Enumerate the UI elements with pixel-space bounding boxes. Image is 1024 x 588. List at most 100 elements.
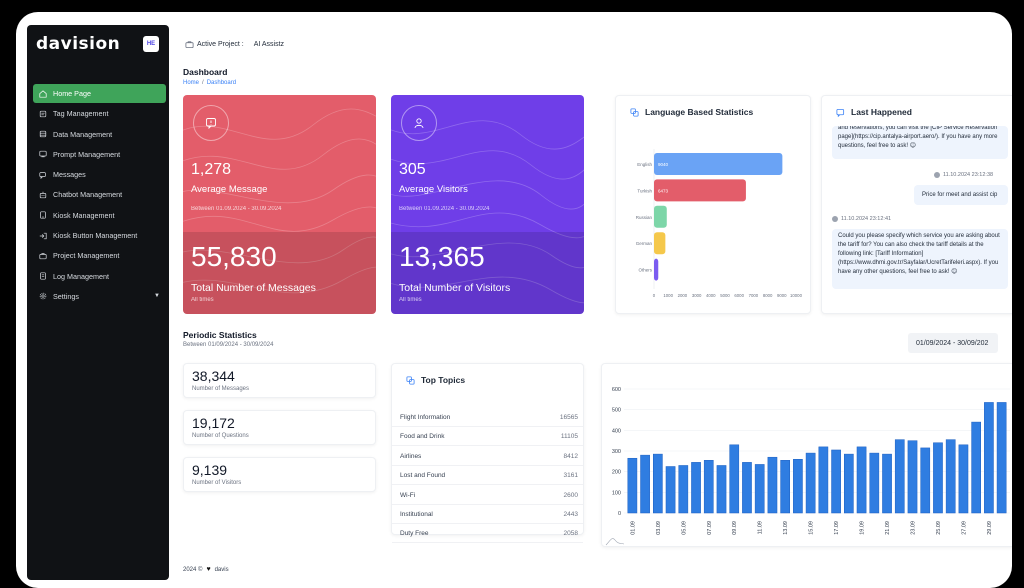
- divider: [392, 484, 583, 486]
- sidebar-item-label: Messages: [53, 170, 86, 180]
- x-tick-label: 8000: [763, 293, 773, 298]
- daily-bar: [780, 460, 791, 514]
- y-tick-label: 200: [612, 470, 621, 476]
- sidebar-item-settings[interactable]: Settings ▼: [33, 287, 166, 306]
- questions-count-value: 19,172: [192, 415, 235, 431]
- kiosk-icon: [40, 211, 46, 219]
- settings-icon: [39, 293, 47, 300]
- tag-icon: [39, 110, 47, 117]
- message-icon: [206, 118, 216, 129]
- daily-bar: [933, 442, 943, 514]
- home-icon: [39, 89, 47, 98]
- average-visitors-label: Average Visitors: [399, 184, 468, 195]
- topic-name: Food and Drink: [400, 433, 445, 441]
- sidebar-item-label: Settings: [53, 291, 79, 301]
- sidebar-item-tag-management[interactable]: Tag Management: [33, 104, 166, 123]
- active-project-label: Active Project :: [197, 40, 244, 48]
- user-icon: [414, 118, 424, 129]
- sidebar-item-prompt-management[interactable]: Prompt Management: [33, 145, 166, 164]
- daily-messages-panel: 0 100 200 300 400 500 600 01.09 03.09 05.09 07.09 0…: [601, 363, 1012, 547]
- daily-bar: [945, 439, 956, 514]
- x-tick-label: 6000: [734, 293, 744, 298]
- x-tick-label: 9000: [777, 293, 787, 298]
- daily-bar: [984, 402, 994, 514]
- messages-count-card: 38,344 Number of Messages: [183, 363, 376, 398]
- language-bar: [654, 205, 667, 228]
- sidebar-item-messages[interactable]: Messages: [33, 165, 166, 184]
- data-icon: [39, 130, 47, 138]
- sidebar-item-label: Tag Management: [53, 109, 109, 119]
- sidebar-item-label: Chatbot Management: [53, 190, 123, 200]
- sidebar-item-label: Kiosk Management: [53, 210, 115, 220]
- heart-icon: ♥: [206, 566, 211, 573]
- sidebar-item-project-management[interactable]: Project Management: [33, 246, 166, 265]
- messages-count-caption: Number of Messages: [192, 386, 250, 392]
- bar-data-label: 9040: [658, 162, 669, 167]
- user-message-time: 11.10.2024 23:12:38: [934, 172, 993, 178]
- x-tick-label: 4000: [706, 293, 716, 298]
- sidebar-item-label: Data Management: [53, 129, 113, 139]
- sidebar-item-chatbot-management[interactable]: Chatbot Management: [33, 185, 166, 204]
- topo-pattern: [183, 108, 376, 294]
- language-panel-title-text: Language Based Statistics: [645, 107, 754, 117]
- date-range-picker[interactable]: 01/09/2024 - 30/09/202: [908, 333, 998, 353]
- x-tick-label: 09.09: [732, 521, 738, 535]
- last-happened-title: Last Happened: [836, 107, 912, 117]
- sidebar-item-label: Home Page: [53, 89, 91, 98]
- bot-message-text: and reservations, you can visit the [CIP…: [838, 126, 998, 149]
- daily-bar: [818, 446, 829, 514]
- daily-messages-bar-chart: 0 100 200 300 400 500 600 01.09 03.09 05.09 07.09 0…: [605, 387, 1010, 546]
- bot-message-text: Could you please specify which service y…: [838, 233, 1000, 275]
- daily-bar: [742, 462, 752, 514]
- sidebar-item-log-management[interactable]: Log Management: [33, 267, 166, 286]
- visitors-count-caption: Number of Visitors: [192, 480, 242, 486]
- x-tick-label: 25.09: [936, 521, 942, 535]
- user-avatar-button[interactable]: HE: [143, 36, 159, 52]
- y-tick-label: 0: [618, 511, 621, 517]
- divider: [392, 503, 583, 505]
- sidebar-item-kiosk-management[interactable]: Kiosk Management: [33, 206, 166, 225]
- bot-message: Could you please specify which service y…: [832, 229, 1008, 289]
- topic-name: Duty Free: [400, 530, 429, 538]
- breadcrumb-home-link[interactable]: Home: [183, 80, 200, 86]
- topic-name: Flight Information: [400, 414, 451, 421]
- top-topics-panel: Top Topics Flight Information 16565 Food a…: [391, 363, 584, 544]
- visitors-stat-card: 305 Average Visitors Between 01.09.2024 …: [391, 95, 584, 314]
- x-tick-label: 19.09: [860, 521, 866, 535]
- project-icon: [185, 40, 194, 48]
- divider: [392, 464, 583, 466]
- total-messages-sub: All times: [191, 297, 214, 303]
- sidebar-item-kiosk-button-management[interactable]: Kiosk Button Management: [33, 226, 166, 245]
- daily-bar: [996, 402, 1007, 514]
- topic-name: Airlines: [400, 452, 422, 460]
- footer-brand-link[interactable]: davis: [214, 566, 229, 573]
- y-tick-label: 100: [612, 490, 621, 496]
- logo: davision: [36, 34, 121, 54]
- topic-row: Duty Free 2058: [400, 530, 578, 537]
- daily-bar: [678, 465, 689, 514]
- sidebar-item-data-management[interactable]: Data Management: [33, 125, 166, 144]
- language-icon: [630, 107, 639, 117]
- daily-bar: [894, 439, 905, 514]
- sidebar-item-home-page[interactable]: Home Page: [33, 84, 166, 103]
- language-bar: [654, 179, 746, 202]
- visitors-count-card: 9,139 Number of Visitors: [183, 457, 376, 492]
- main-content: Active Project : AI Assistz Dashboard Ho…: [183, 12, 1012, 588]
- x-tick-label: 27.09: [961, 521, 967, 535]
- topic-name: Wi-Fi: [400, 491, 416, 499]
- bot-message: and reservations, you can visit the [CIP…: [832, 126, 1008, 159]
- sidebar-item-label: Prompt Management: [53, 149, 121, 159]
- x-tick-label: 5000: [720, 293, 730, 298]
- breadcrumb-current: Dashboard: [206, 80, 237, 86]
- y-tick-label: 300: [612, 449, 621, 455]
- messages-icon: [39, 171, 46, 179]
- topic-name: Lost and Found: [400, 472, 446, 480]
- daily-bar: [856, 446, 867, 514]
- language-statistics-panel: Language Based Statistics English 9040 Tur…: [615, 95, 811, 314]
- bot-message-time-text: 11.10.2024 23:12:41: [841, 216, 892, 222]
- daily-bar: [869, 452, 880, 514]
- topic-row: Airlines 8412: [400, 453, 578, 460]
- active-project-select[interactable]: AI Assistz: [253, 40, 285, 48]
- daily-bar: [754, 464, 765, 514]
- footer: 2024 © ♥ davis: [183, 566, 229, 573]
